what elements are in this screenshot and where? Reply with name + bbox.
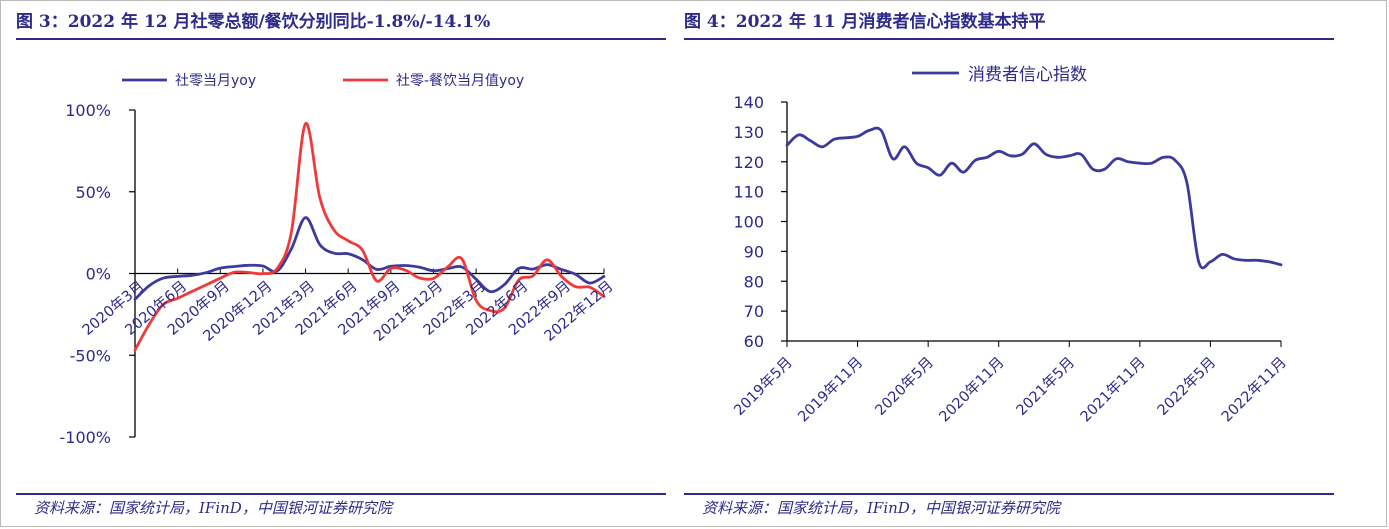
left-y-tick-label: 0% — [86, 265, 111, 284]
left-y-tick-label: 50% — [75, 183, 111, 202]
right-x-tick-label: 2022年5月 — [1154, 354, 1219, 419]
left-figure-panel: 图 3：2022 年 12 月社零总额/餐饮分别同比-1.8%/-14.1% 1… — [16, 0, 666, 529]
right-legend-label: 消费者信心指数 — [968, 65, 1087, 85]
right-source-note: 资料来源：国家统计局，IFinD，中国银河证券研究院 — [702, 499, 1060, 517]
left-legend-label: 社零-餐饮当月值yoy — [396, 73, 524, 89]
retail-sales-yoy-chart: 100%50%0%-50%-100%2020年3月2020年6月2020年9月2… — [59, 73, 616, 447]
right-y-tick-label: 100 — [733, 213, 764, 232]
right-y-tick-label: 80 — [744, 272, 764, 291]
right-figure-panel: 图 4：2022 年 11 月消费者信心指数基本持平 140 130 120 110 1… — [684, 0, 1334, 529]
left-title-rule — [16, 38, 666, 40]
right-y-tick-label: 120 — [733, 153, 764, 172]
right-x-tick-label: 2020年5月 — [872, 354, 937, 419]
left-source-rule — [16, 493, 666, 495]
right-x-tick-label: 2019年5月 — [731, 354, 796, 419]
right-figure-title: 图 4：2022 年 11 月消费者信心指数基本持平 — [684, 12, 1046, 32]
left-figure-title: 图 3：2022 年 12 月社零总额/餐饮分别同比-1.8%/-14.1% — [16, 12, 491, 32]
right-y-tick-label: 110 — [733, 183, 764, 202]
left-y-tick-label: -100% — [59, 428, 111, 447]
right-y-tick-label: 140 — [733, 93, 764, 112]
right-title-rule — [684, 38, 1334, 40]
right-y-tick-label: 70 — [744, 302, 764, 321]
right-x-tick-label: 2019年11月 — [795, 354, 867, 426]
right-y-tick-label: 60 — [744, 332, 764, 351]
left-y-tick-label: 100% — [65, 101, 111, 120]
right-x-tick-label: 2022年11月 — [1218, 354, 1290, 426]
right-x-tick-label: 2021年11月 — [1077, 354, 1149, 426]
right-x-tick-label: 2021年5月 — [1013, 354, 1078, 419]
right-source-rule — [684, 493, 1334, 495]
left-source-note: 资料来源：国家统计局，IFinD，中国银河证券研究院 — [34, 499, 392, 517]
retail-sales-yoy-line — [133, 216, 606, 301]
left-y-tick-label: -50% — [70, 346, 111, 365]
right-x-tick-label: 2020年11月 — [936, 354, 1008, 426]
right-y-tick-label: 130 — [733, 123, 764, 142]
right-y-tick-label: 90 — [744, 242, 764, 261]
left-legend-label: 社零当月yoy — [175, 73, 256, 89]
consumer-confidence-line — [785, 126, 1283, 270]
catering-yoy-line — [133, 122, 606, 352]
